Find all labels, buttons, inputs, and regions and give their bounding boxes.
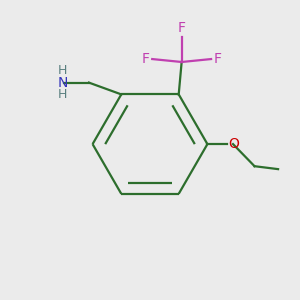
Text: O: O — [228, 137, 239, 151]
Text: N: N — [57, 76, 68, 90]
Text: H: H — [58, 88, 67, 101]
Text: F: F — [141, 52, 149, 66]
Text: F: F — [214, 52, 222, 66]
Text: H: H — [58, 64, 67, 77]
Text: F: F — [178, 21, 186, 34]
